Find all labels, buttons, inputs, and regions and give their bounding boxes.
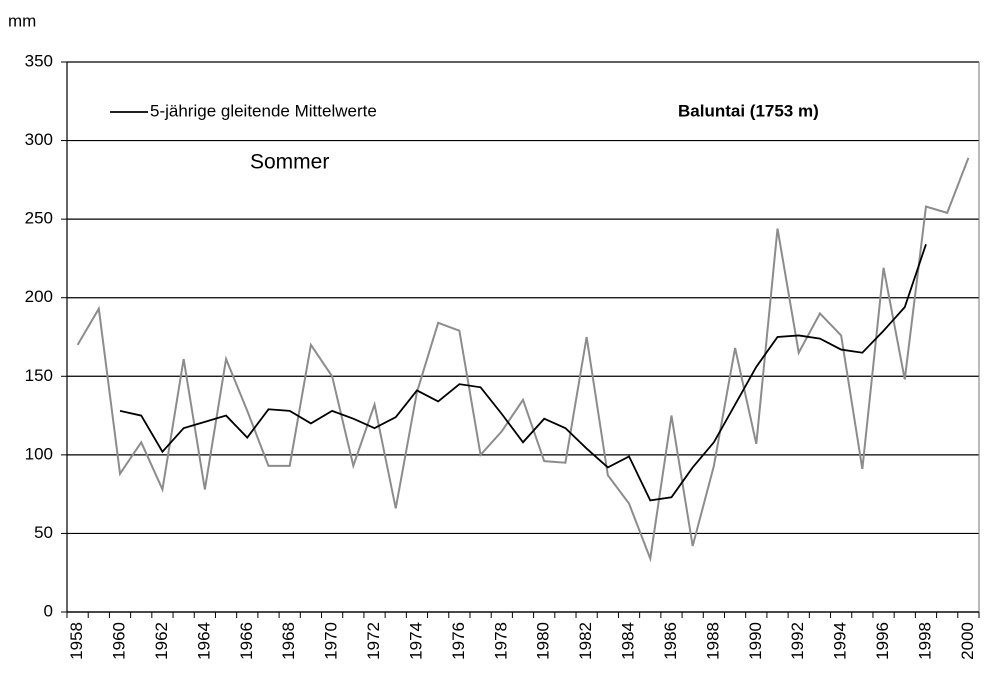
x-tick-label: 1978 [491,622,510,660]
x-tick-label: 1968 [279,622,298,660]
y-tick-label: 300 [25,130,53,149]
x-tick-label: 1986 [661,622,680,660]
x-tick-label: 1996 [873,622,892,660]
y-tick-label: 50 [34,523,53,542]
x-tick-label: 1992 [788,622,807,660]
x-tick-label: 1998 [915,622,934,660]
x-tick-label: 1984 [619,622,638,660]
x-tick-label: 1966 [237,622,256,660]
data-line [76,157,970,563]
x-tick-label: 1980 [534,622,553,660]
data-line [119,243,927,502]
y-tick-label: 150 [25,366,53,385]
annotation: Sommer [250,151,329,174]
legend-label: 5-jährige gleitende Mittelwerte [150,101,377,120]
x-tick-label: 1970 [322,622,341,660]
y-tick-label: 0 [44,601,53,620]
x-tick-label: 1976 [449,622,468,660]
x-tick-label: 1982 [576,622,595,660]
x-tick-label: 1974 [406,622,425,660]
x-tick-label: 1994 [831,622,850,660]
x-tick-label: 1964 [194,622,213,660]
y-axis-label: mm [8,11,36,30]
x-tick-label: 2000 [958,622,977,660]
y-tick-label: 250 [25,209,53,228]
x-tick-label: 1962 [152,622,171,660]
annotation: Baluntai (1753 m) [678,101,819,120]
x-tick-label: 1958 [67,622,86,660]
x-tick-label: 1972 [364,622,383,660]
y-tick-label: 100 [25,444,53,463]
x-tick-label: 1960 [110,622,129,660]
x-tick-label: 1988 [703,622,722,660]
y-tick-label: 350 [25,51,53,70]
x-tick-label: 1990 [746,622,765,660]
y-tick-label: 200 [25,287,53,306]
